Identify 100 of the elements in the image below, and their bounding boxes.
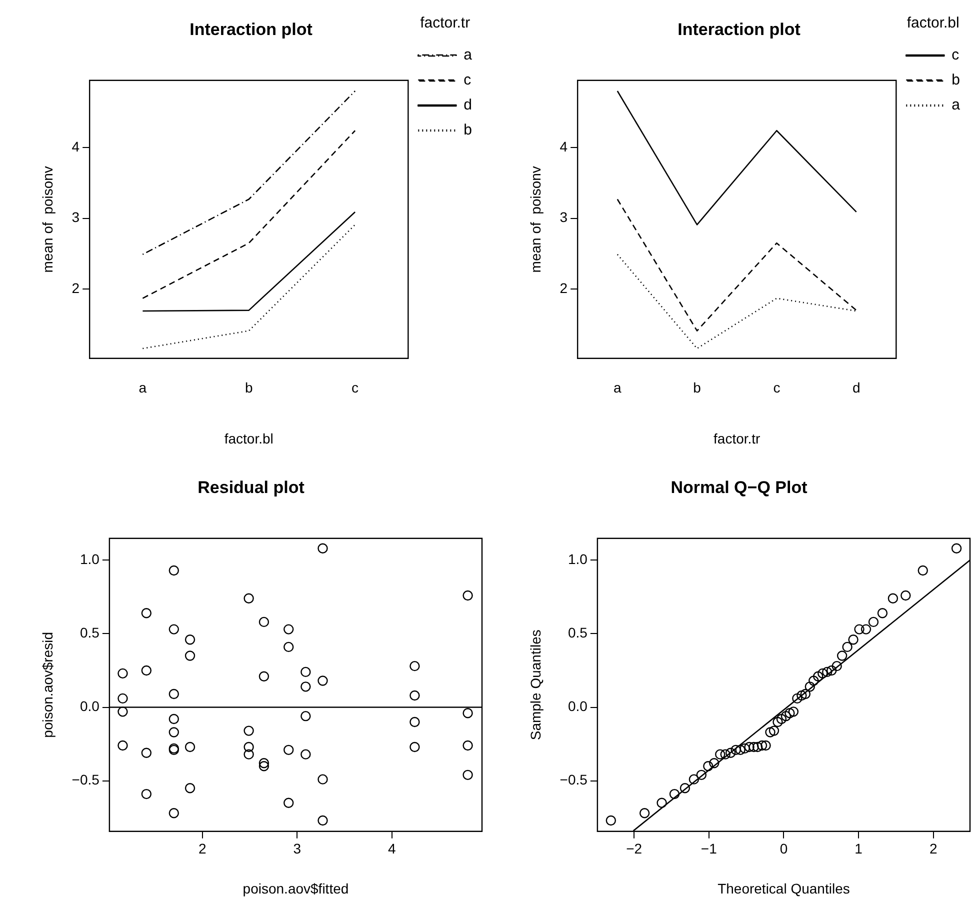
point: [768, 726, 780, 736]
point: [300, 749, 311, 760]
point: [168, 624, 179, 634]
y-tick-label: 1.0: [568, 551, 588, 568]
y-tick-label: −0.5: [560, 772, 588, 788]
x-tick-label: c: [352, 380, 359, 396]
point: [784, 708, 795, 718]
point: [318, 774, 328, 784]
point: [462, 708, 473, 718]
point: [765, 727, 776, 738]
x-axis-title: factor.bl: [224, 430, 274, 446]
x-tick-label: −2: [626, 840, 642, 857]
x-tick-label: 4: [388, 840, 396, 857]
x-tick-label: c: [773, 380, 780, 396]
point: [284, 744, 294, 756]
point: [748, 742, 759, 752]
point: [877, 608, 888, 618]
point: [118, 693, 128, 704]
point: [606, 815, 616, 826]
point: [760, 740, 771, 751]
point: [284, 642, 294, 652]
y-tick-label: 2: [72, 280, 80, 296]
point: [141, 748, 152, 758]
y-tick-label: 4: [72, 138, 80, 154]
point: [462, 770, 473, 780]
point: [951, 543, 962, 554]
point: [818, 668, 828, 679]
point: [410, 690, 420, 701]
legend-title: factor.tr: [420, 14, 470, 32]
point: [258, 671, 270, 682]
point: [244, 749, 254, 760]
point: [141, 665, 152, 676]
x-tick-label: a: [138, 380, 147, 396]
point: [842, 642, 852, 652]
point: [244, 593, 254, 604]
legend-label: c: [952, 46, 960, 64]
point: [688, 774, 700, 784]
y-tick-label: 0.0: [80, 698, 100, 714]
point: [184, 783, 196, 794]
point: [813, 671, 824, 682]
y-tick-label: 3: [72, 209, 80, 226]
point: [168, 714, 179, 724]
y-tick-label: 1.0: [80, 551, 100, 568]
point: [854, 624, 864, 634]
point: [284, 798, 294, 808]
point: [244, 726, 254, 736]
point: [696, 770, 707, 780]
point: [410, 660, 420, 672]
point: [300, 666, 311, 678]
point: [735, 744, 746, 756]
y-tick-label: 2: [560, 280, 568, 296]
point: [300, 710, 311, 722]
point: [141, 788, 152, 800]
point: [258, 760, 270, 772]
y-tick-label: 0.5: [568, 624, 588, 641]
point: [168, 808, 179, 818]
x-tick-label: −1: [700, 840, 718, 857]
point: [804, 682, 816, 692]
point: [168, 565, 179, 576]
point: [168, 727, 179, 738]
y-tick-label: 0.0: [568, 698, 588, 714]
point: [639, 808, 650, 818]
legend-label: c: [464, 72, 472, 89]
x-tick-label: a: [614, 380, 622, 396]
point: [462, 740, 473, 751]
x-axis-title: Theoretical Quantiles: [718, 880, 850, 896]
x-tick-label: 1: [854, 840, 863, 857]
point: [744, 742, 754, 752]
point: [900, 590, 911, 601]
legend-label: d: [464, 96, 472, 114]
point: [656, 798, 667, 808]
point: [776, 714, 787, 724]
legend-label: a: [464, 46, 473, 64]
legend-label: a: [952, 96, 961, 114]
point: [284, 624, 294, 634]
legend-title: factor.bl: [906, 14, 960, 32]
point: [868, 616, 879, 628]
x-tick-label: 3: [293, 840, 302, 857]
x-tick-label: d: [852, 380, 860, 396]
point: [860, 624, 872, 634]
point: [184, 742, 196, 752]
point: [730, 744, 741, 756]
chart-title: Interaction plot: [678, 20, 801, 39]
point: [258, 616, 270, 628]
point: [740, 743, 750, 754]
point: [756, 740, 768, 751]
point: [184, 650, 196, 661]
point: [318, 543, 328, 554]
chart-title: Interaction plot: [190, 20, 313, 39]
point: [826, 665, 837, 676]
point: [726, 748, 736, 758]
point: [258, 758, 270, 768]
point: [709, 758, 720, 768]
y-tick-label: 3: [560, 209, 568, 226]
point: [796, 690, 807, 701]
point: [752, 742, 763, 752]
y-axis-title: Sample Quantiles: [527, 630, 544, 740]
point: [318, 676, 328, 686]
point: [410, 742, 420, 752]
y-axis-title: mean of poisonv: [527, 166, 544, 273]
